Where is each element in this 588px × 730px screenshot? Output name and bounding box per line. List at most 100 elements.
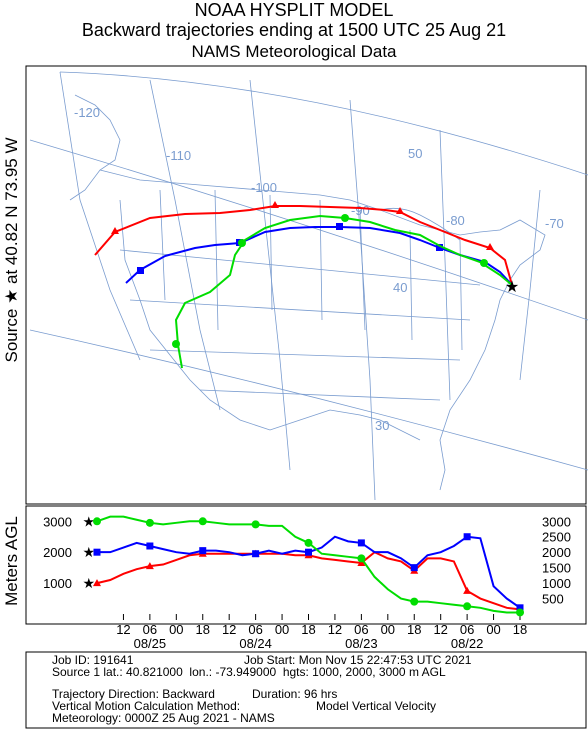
series-point-blue	[199, 547, 207, 555]
series-point-green	[198, 517, 207, 526]
grid-label-lat-30: 30	[375, 418, 389, 433]
parallel-40	[29, 139, 588, 321]
x-tick-label: 12	[222, 622, 236, 637]
meridian-100	[249, 79, 291, 471]
date-label: 08/25	[134, 636, 167, 651]
footer-duration: Duration: 96 hrs	[252, 687, 338, 701]
meridian-120	[59, 71, 141, 361]
right-tick-label: 1000	[542, 576, 571, 591]
series-point-blue	[410, 564, 418, 572]
trajectory-3000m-marker	[172, 340, 180, 348]
start-star-icon: ★	[82, 513, 95, 529]
grid-label-lon-100: -100	[251, 180, 277, 195]
meridian-80	[439, 129, 451, 401]
x-tick-label: 00	[486, 622, 500, 637]
parallel-50	[59, 71, 588, 176]
map-panel: -120 -110 -100 -90 -80 -70 50 40 30	[25, 65, 588, 505]
x-tick-label: 18	[301, 622, 315, 637]
footer-source: Source 1 lat.: 40.821000 lon.: -73.94900…	[52, 665, 446, 679]
left-tick-label: 3000	[43, 514, 72, 529]
grid-label-lon-110: -110	[166, 148, 191, 163]
series-point-green	[93, 517, 101, 526]
right-tick-label: 2000	[542, 545, 571, 560]
height-series	[93, 515, 524, 617]
trajectory-1000m-marker	[486, 243, 494, 250]
date-labels: 08/25 08/24 08/23 08/22	[134, 636, 484, 651]
series-point-blue	[93, 548, 101, 556]
graticule-labels: -120 -110 -100 -90 -80 -70 50 40 30	[74, 105, 564, 433]
x-tick-label: 12	[116, 622, 130, 637]
chart-title: Backward trajectories ending at 1500 UTC…	[81, 20, 507, 40]
series-point-green	[145, 518, 154, 527]
map-boundaries	[29, 71, 588, 501]
date-label: 08/22	[451, 636, 484, 651]
great-lakes-region	[379, 207, 461, 241]
source-star-icon: ★	[505, 279, 519, 296]
x-tick-label: 06	[354, 622, 368, 637]
left-tick-label: 1000	[43, 576, 72, 591]
date-label: 08/24	[239, 636, 272, 651]
trajectory-2000m-marker	[137, 267, 144, 274]
meridian-70	[519, 189, 541, 381]
west-coast	[69, 94, 121, 201]
map-frame	[25, 65, 587, 505]
series-point-blue	[305, 548, 312, 556]
footer-job-start: Job Start: Mon Nov 15 22:47:53 UTC 2021	[244, 653, 472, 667]
state-parallel-lines	[119, 249, 481, 401]
series-point-red	[357, 559, 366, 566]
series-point-green	[357, 554, 366, 563]
x-tick-label: 18	[196, 622, 210, 637]
series-point-green	[463, 602, 472, 611]
trajectory-3000m-markers	[172, 214, 488, 348]
trajectory-1000m-marker	[396, 207, 404, 214]
trajectory-2000m-marker	[336, 223, 343, 230]
series-point-blue	[252, 550, 260, 558]
trajectory-2000m-marker	[436, 244, 443, 251]
footer-meteorology: Meteorology: 0000Z 25 Aug 2021 - NAMS	[52, 711, 275, 725]
trajectory-1000m-marker	[111, 227, 119, 234]
series-point-green	[410, 597, 419, 606]
meridian-110	[149, 79, 221, 411]
right-tick-label: 500	[542, 592, 564, 607]
country-outline	[99, 169, 546, 491]
grid-label-lat-40: 40	[393, 280, 407, 295]
footer-frame	[25, 651, 587, 729]
data-source-title: NAMS Meteorological Data	[191, 42, 397, 61]
x-tick-label: 18	[407, 622, 421, 637]
x-tick-label: 00	[169, 622, 183, 637]
series-point-green	[251, 520, 260, 529]
trajectory-3000m	[174, 214, 513, 369]
footer-job-id: Job ID: 191641	[52, 653, 134, 667]
model-title: NOAA HYSPLIT MODEL	[194, 0, 394, 20]
trajectory-3000m-marker	[341, 214, 349, 222]
height-plot-frame	[25, 505, 587, 625]
x-tick-label: 18	[513, 622, 527, 637]
series-point-red	[145, 562, 154, 570]
x-tick-label: 12	[433, 622, 447, 637]
series-point-red	[463, 586, 472, 594]
series-point-blue	[516, 604, 524, 612]
x-tick-label: 00	[275, 622, 289, 637]
trajectory-1000m	[94, 205, 513, 286]
x-tick-label: 00	[381, 622, 395, 637]
left-axis-ticks: 3000 ★ 2000 ★ 1000 ★	[43, 513, 95, 591]
trajectory-1000m-markers	[111, 201, 494, 250]
southern-border	[119, 199, 421, 441]
height-panel: 3000 ★2000 ★1000 ★ 30002500200015001000500 …	[25, 505, 587, 651]
date-label: 08/23	[345, 636, 378, 651]
grid-label-lon-120: -120	[74, 105, 100, 120]
series-point-blue	[357, 539, 365, 547]
series-point-green	[516, 608, 524, 617]
series-point-red	[93, 579, 101, 587]
series-point-blue	[146, 542, 154, 550]
parallel-30	[29, 329, 588, 471]
state-meridian-lines	[159, 189, 463, 351]
trajectory-1000m-marker	[271, 201, 279, 208]
x-tick-label: 06	[143, 622, 157, 637]
right-tick-label: 1500	[542, 561, 571, 576]
start-star-icon: ★	[82, 544, 95, 560]
x-axis-ticks: 12 06 00 18 12 06 00 18 12 06 00 18 12 06 00 18	[116, 614, 527, 637]
footer-vertical-value: Model Vertical Velocity	[316, 699, 437, 713]
footer-direction: Trajectory Direction: Backward	[52, 687, 215, 701]
